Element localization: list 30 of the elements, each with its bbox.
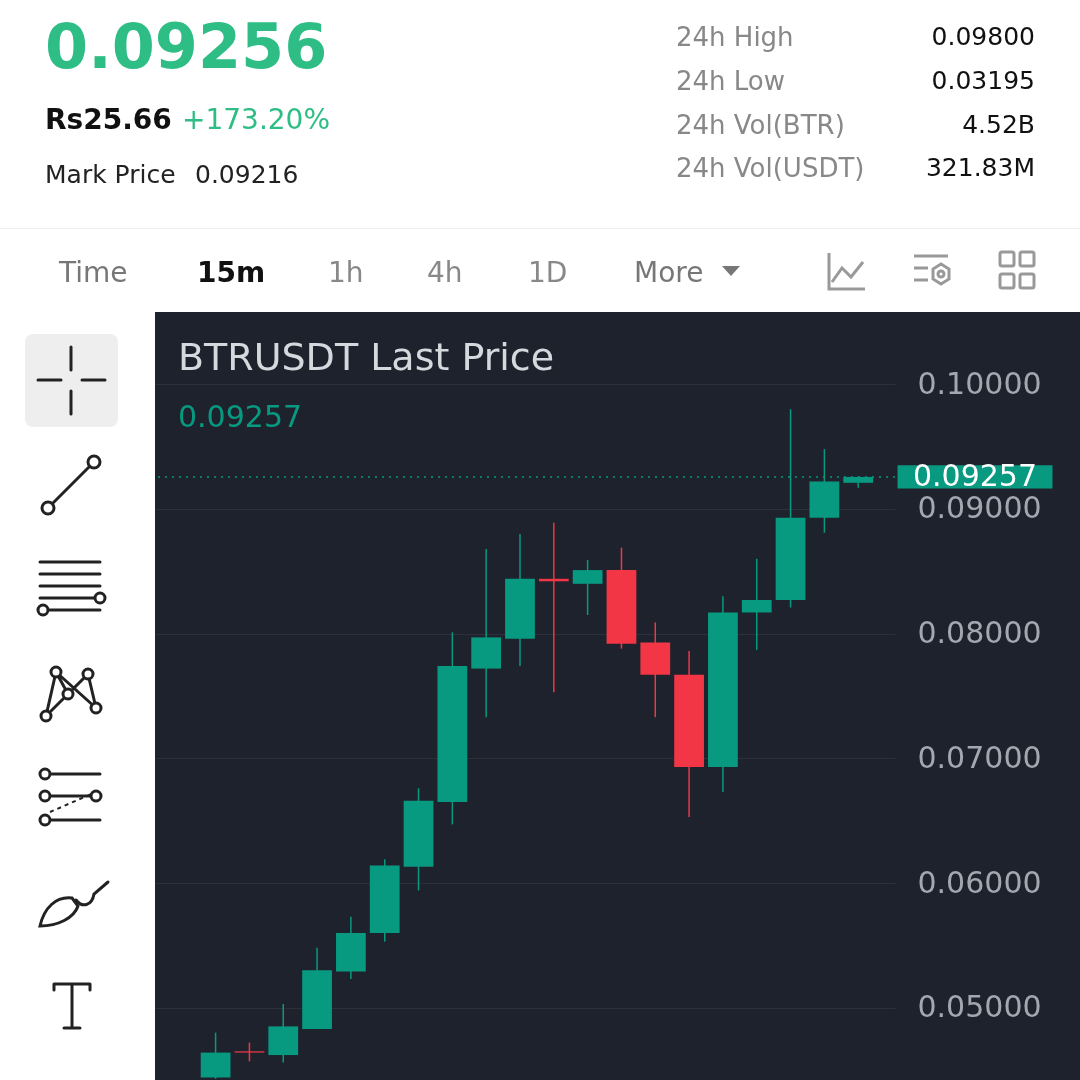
- text: 24h Vol(BTR): [676, 110, 845, 140]
- candlestick: [741, 558, 772, 651]
- y-tick-label: 0.09000: [917, 490, 1042, 526]
- text: 0.09216: [195, 160, 299, 189]
- candlestick: [234, 1041, 265, 1063]
- y-tick-label: 0.08000: [917, 615, 1042, 651]
- text: +173.20%: [182, 103, 331, 136]
- text: 1D: [528, 256, 568, 289]
- text: Mark Price: [45, 160, 176, 189]
- text: 1h: [328, 256, 364, 289]
- annotation: 0.09257: [178, 399, 303, 434]
- text: 0.03195: [931, 66, 1035, 95]
- text: BTRUSDT Last Price: [178, 335, 555, 379]
- text: 321.83M: [925, 153, 1035, 182]
- text: 24h Vol(USDT): [676, 153, 865, 183]
- y-tick-label: 0.07000: [917, 739, 1042, 775]
- y-tick-label: 0.05000: [917, 989, 1042, 1025]
- text: 15m: [197, 256, 266, 289]
- text: 4.52B: [962, 110, 1035, 139]
- text: Time: [59, 256, 128, 289]
- text: 24h Low: [676, 66, 786, 96]
- text: 0.09800: [931, 22, 1035, 51]
- text: 24h High: [676, 22, 794, 52]
- text: Rs25.66: [45, 103, 172, 136]
- text: 4h: [427, 256, 463, 289]
- ref-line-label: 0.09257: [912, 457, 1038, 493]
- y-tick-label: 0.06000: [917, 864, 1042, 900]
- text: More: [634, 256, 704, 289]
- y-tick-label: 0.10000: [917, 365, 1042, 401]
- text: 0.09256: [45, 10, 328, 83]
